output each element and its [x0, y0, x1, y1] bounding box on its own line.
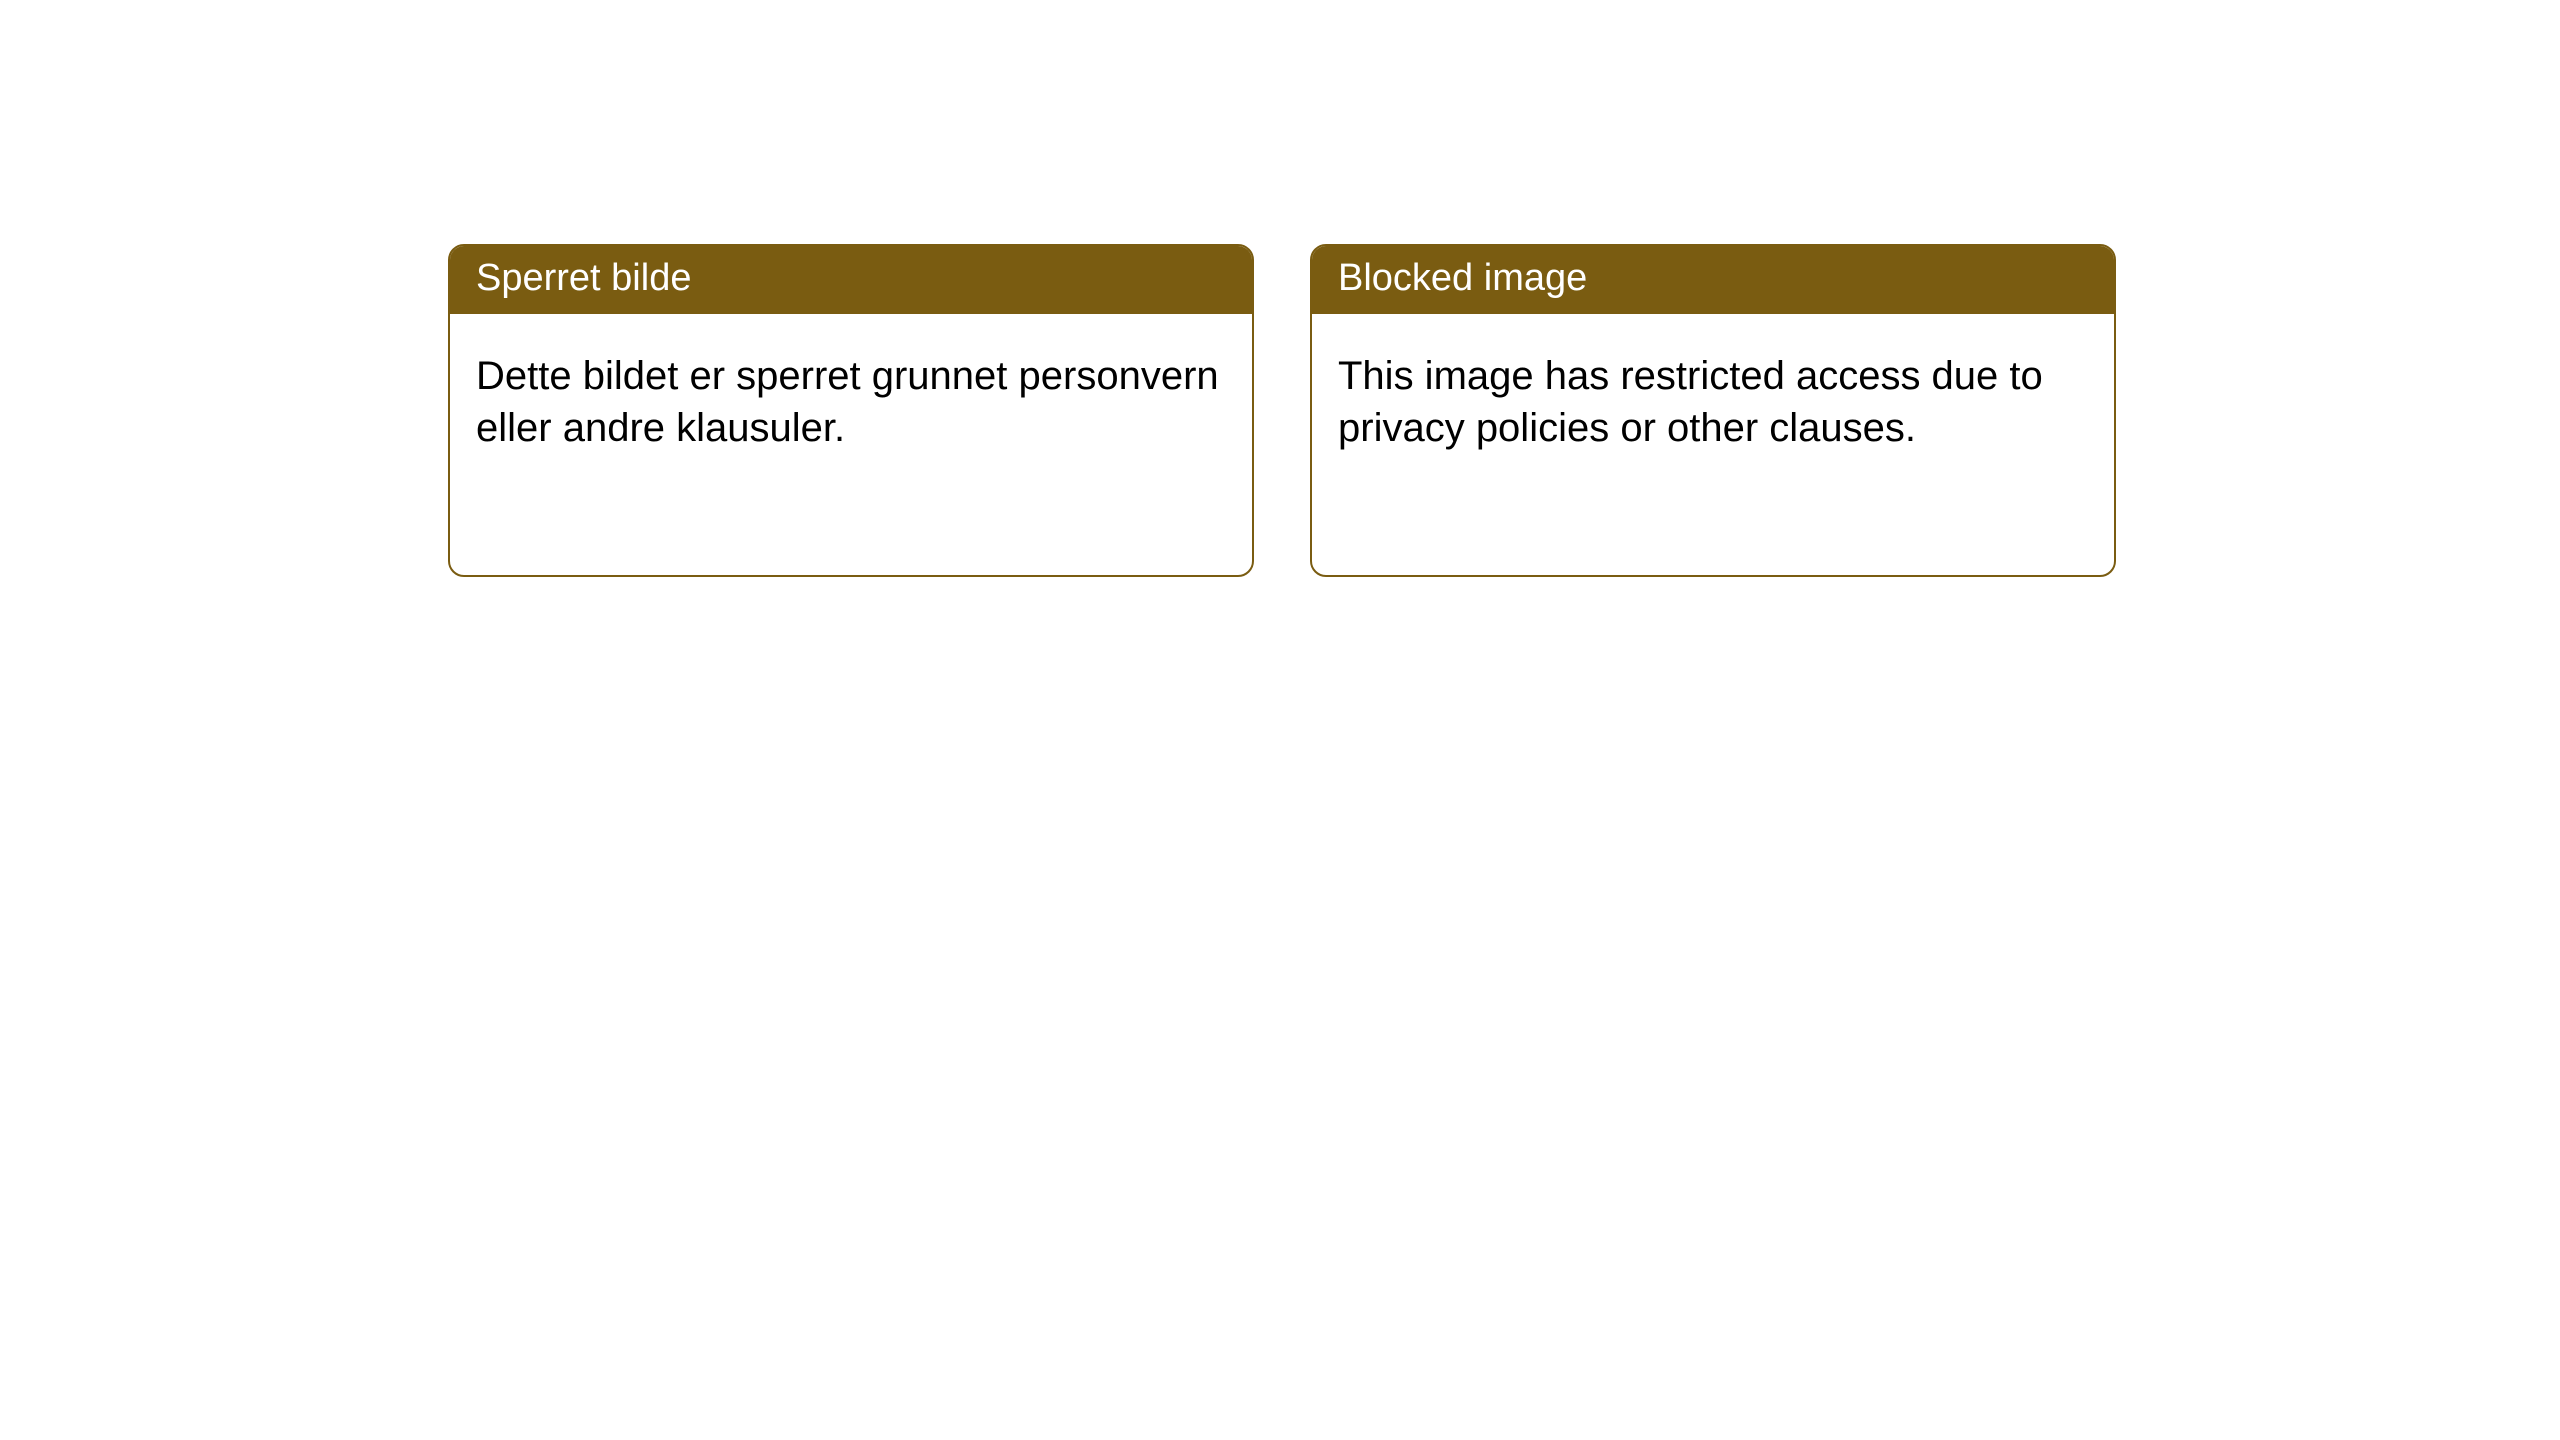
notice-body-text: This image has restricted access due to … [1338, 354, 2043, 450]
notice-container: Sperret bilde Dette bildet er sperret gr… [0, 0, 2560, 577]
notice-header: Sperret bilde [450, 246, 1252, 314]
notice-body-text: Dette bildet er sperret grunnet personve… [476, 354, 1219, 450]
notice-body: Dette bildet er sperret grunnet personve… [450, 314, 1252, 480]
notice-title: Sperret bilde [476, 257, 691, 299]
notice-body: This image has restricted access due to … [1312, 314, 2114, 480]
notice-header: Blocked image [1312, 246, 2114, 314]
notice-card-norwegian: Sperret bilde Dette bildet er sperret gr… [448, 244, 1254, 577]
notice-title: Blocked image [1338, 257, 1587, 299]
notice-card-english: Blocked image This image has restricted … [1310, 244, 2116, 577]
